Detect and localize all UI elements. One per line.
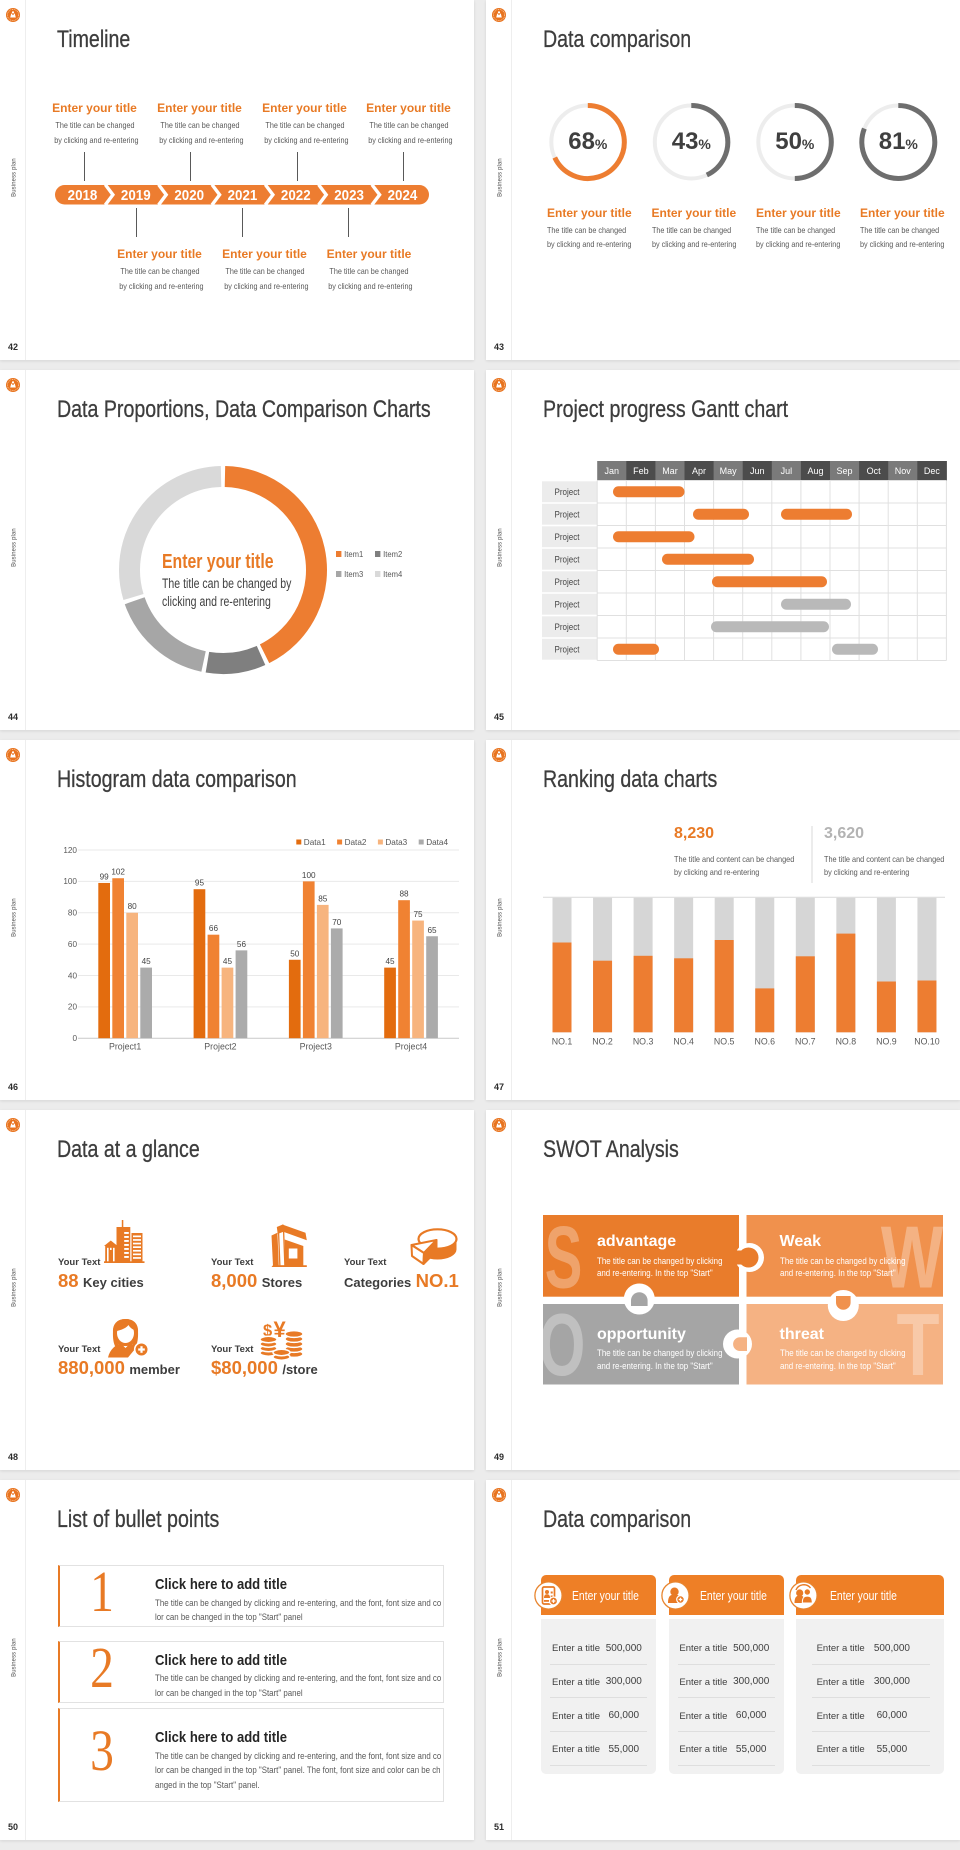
- svg-text:95: 95: [195, 879, 205, 888]
- svg-text:Feb: Feb: [633, 466, 649, 476]
- svg-text:120: 120: [63, 846, 77, 855]
- svg-text:S: S: [545, 1208, 583, 1307]
- svg-text:O: O: [539, 1295, 586, 1393]
- svg-text:85: 85: [318, 894, 328, 903]
- svg-text:W: W: [881, 1209, 944, 1306]
- svg-text:2023: 2023: [334, 187, 364, 204]
- svg-text:NO.3: NO.3: [633, 1037, 654, 1047]
- svg-text:65: 65: [427, 926, 437, 935]
- svg-text:Data2: Data2: [345, 838, 367, 847]
- svg-text:NO.9: NO.9: [876, 1037, 897, 1047]
- svg-text:Dec: Dec: [924, 466, 941, 476]
- svg-text:Jan: Jan: [604, 466, 619, 476]
- svg-text:2024: 2024: [388, 187, 418, 204]
- svg-text:100: 100: [63, 877, 77, 886]
- svg-text:Project: Project: [555, 644, 580, 654]
- svg-text:45: 45: [142, 957, 152, 966]
- svg-text:Project2: Project2: [204, 1042, 236, 1052]
- svg-text:Project: Project: [555, 509, 580, 519]
- svg-text:Project: Project: [555, 599, 580, 609]
- svg-text:Project: Project: [555, 532, 580, 542]
- svg-text:45: 45: [223, 957, 233, 966]
- svg-text:2022: 2022: [281, 187, 311, 204]
- svg-text:2020: 2020: [174, 187, 204, 204]
- svg-text:88: 88: [399, 890, 409, 899]
- svg-text:Aug: Aug: [807, 466, 823, 476]
- svg-text:Project: Project: [555, 554, 580, 564]
- svg-text:NO.4: NO.4: [673, 1037, 694, 1047]
- svg-text:80: 80: [128, 902, 138, 911]
- svg-text:56: 56: [237, 940, 247, 949]
- svg-text:40: 40: [68, 971, 78, 980]
- svg-text:Project1: Project1: [109, 1042, 141, 1052]
- svg-text:Jun: Jun: [750, 466, 765, 476]
- svg-text:Mar: Mar: [662, 466, 678, 476]
- svg-text:May: May: [720, 466, 738, 476]
- svg-text:¥: ¥: [274, 1317, 287, 1342]
- svg-text:Sep: Sep: [837, 466, 853, 476]
- svg-text:60: 60: [68, 940, 78, 949]
- svg-text:NO.5: NO.5: [714, 1037, 735, 1047]
- svg-text:Project4: Project4: [395, 1042, 427, 1052]
- svg-text:NO.6: NO.6: [754, 1037, 775, 1047]
- svg-text:100: 100: [302, 871, 316, 880]
- svg-text:66: 66: [209, 924, 219, 933]
- svg-text:Jul: Jul: [781, 466, 793, 476]
- svg-text:NO.2: NO.2: [592, 1037, 613, 1047]
- svg-text:0: 0: [72, 1034, 77, 1043]
- svg-text:NO.10: NO.10: [914, 1037, 940, 1047]
- svg-text:2019: 2019: [121, 187, 151, 204]
- svg-text:$: $: [263, 1322, 272, 1340]
- svg-text:Data1: Data1: [304, 838, 326, 847]
- svg-text:Data4: Data4: [426, 838, 448, 847]
- svg-text:2018: 2018: [68, 187, 98, 204]
- svg-text:45: 45: [385, 957, 395, 966]
- svg-text:50: 50: [290, 949, 300, 958]
- svg-text:T: T: [897, 1295, 940, 1393]
- svg-text:20: 20: [68, 1003, 78, 1012]
- svg-text:Project: Project: [555, 487, 580, 497]
- svg-text:2021: 2021: [228, 187, 258, 204]
- svg-text:Nov: Nov: [895, 466, 912, 476]
- svg-text:102: 102: [111, 868, 125, 877]
- svg-text:Data3: Data3: [385, 838, 407, 847]
- svg-text:Apr: Apr: [692, 466, 706, 476]
- svg-text:Project: Project: [555, 622, 580, 632]
- svg-text:NO.1: NO.1: [552, 1037, 573, 1047]
- svg-text:Project: Project: [555, 577, 580, 587]
- svg-text:Project3: Project3: [300, 1042, 332, 1052]
- svg-text:Oct: Oct: [867, 466, 882, 476]
- svg-text:75: 75: [413, 910, 423, 919]
- svg-text:80: 80: [68, 909, 78, 918]
- svg-text:70: 70: [332, 918, 342, 927]
- svg-text:NO.8: NO.8: [836, 1037, 857, 1047]
- svg-text:99: 99: [100, 872, 110, 881]
- svg-text:NO.7: NO.7: [795, 1037, 816, 1047]
